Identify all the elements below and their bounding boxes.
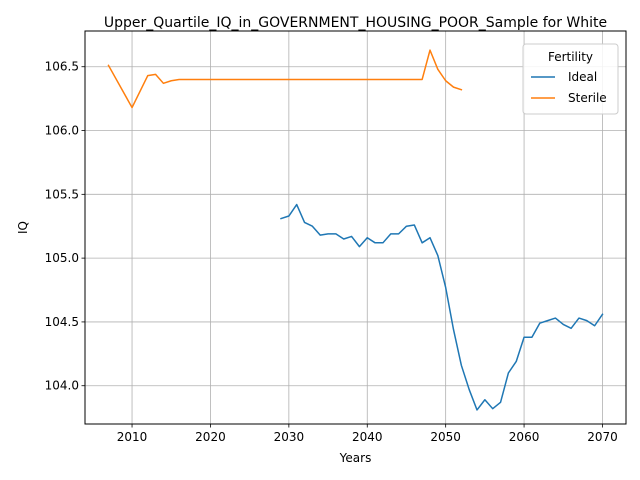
y-tick-label: 104.5 <box>45 315 79 329</box>
x-axis-label: Years <box>339 451 372 465</box>
series-layer <box>107 49 604 411</box>
y-tick-label: 105.5 <box>45 187 79 201</box>
grid <box>85 31 626 424</box>
x-tick-label: 2040 <box>352 430 383 444</box>
series-line-sterile <box>107 49 463 109</box>
plot-frame <box>84 30 627 425</box>
x-tick-label: 2030 <box>274 430 305 444</box>
y-axis-label: IQ <box>16 221 30 234</box>
x-tick-label: 2050 <box>430 430 461 444</box>
x-tick-label: 2060 <box>509 430 540 444</box>
axis-ticks: 2010 2020 2030 2040 2050 2060 2070 104.0 104.5 10… <box>45 60 618 444</box>
y-tick-label: 106.0 <box>45 124 79 138</box>
chart-title: Upper_Quartile_IQ_in_GOVERNMENT_HOUSING_… <box>104 15 607 31</box>
legend-box <box>522 43 619 115</box>
legend-label-sterile: Sterile <box>568 91 607 105</box>
x-tick-label: 2010 <box>117 430 148 444</box>
x-tick-label: 2020 <box>195 430 226 444</box>
y-tick-label: 104.0 <box>45 379 79 393</box>
y-tick-label: 105.0 <box>45 251 79 265</box>
legend-title: Fertility <box>548 50 593 64</box>
legend: Fertility Ideal Sterile <box>522 43 619 115</box>
x-tick-label: 2070 <box>587 430 618 444</box>
series-line-ideal <box>280 203 604 411</box>
y-tick-label: 106.5 <box>45 60 79 74</box>
legend-label-ideal: Ideal <box>568 70 597 84</box>
